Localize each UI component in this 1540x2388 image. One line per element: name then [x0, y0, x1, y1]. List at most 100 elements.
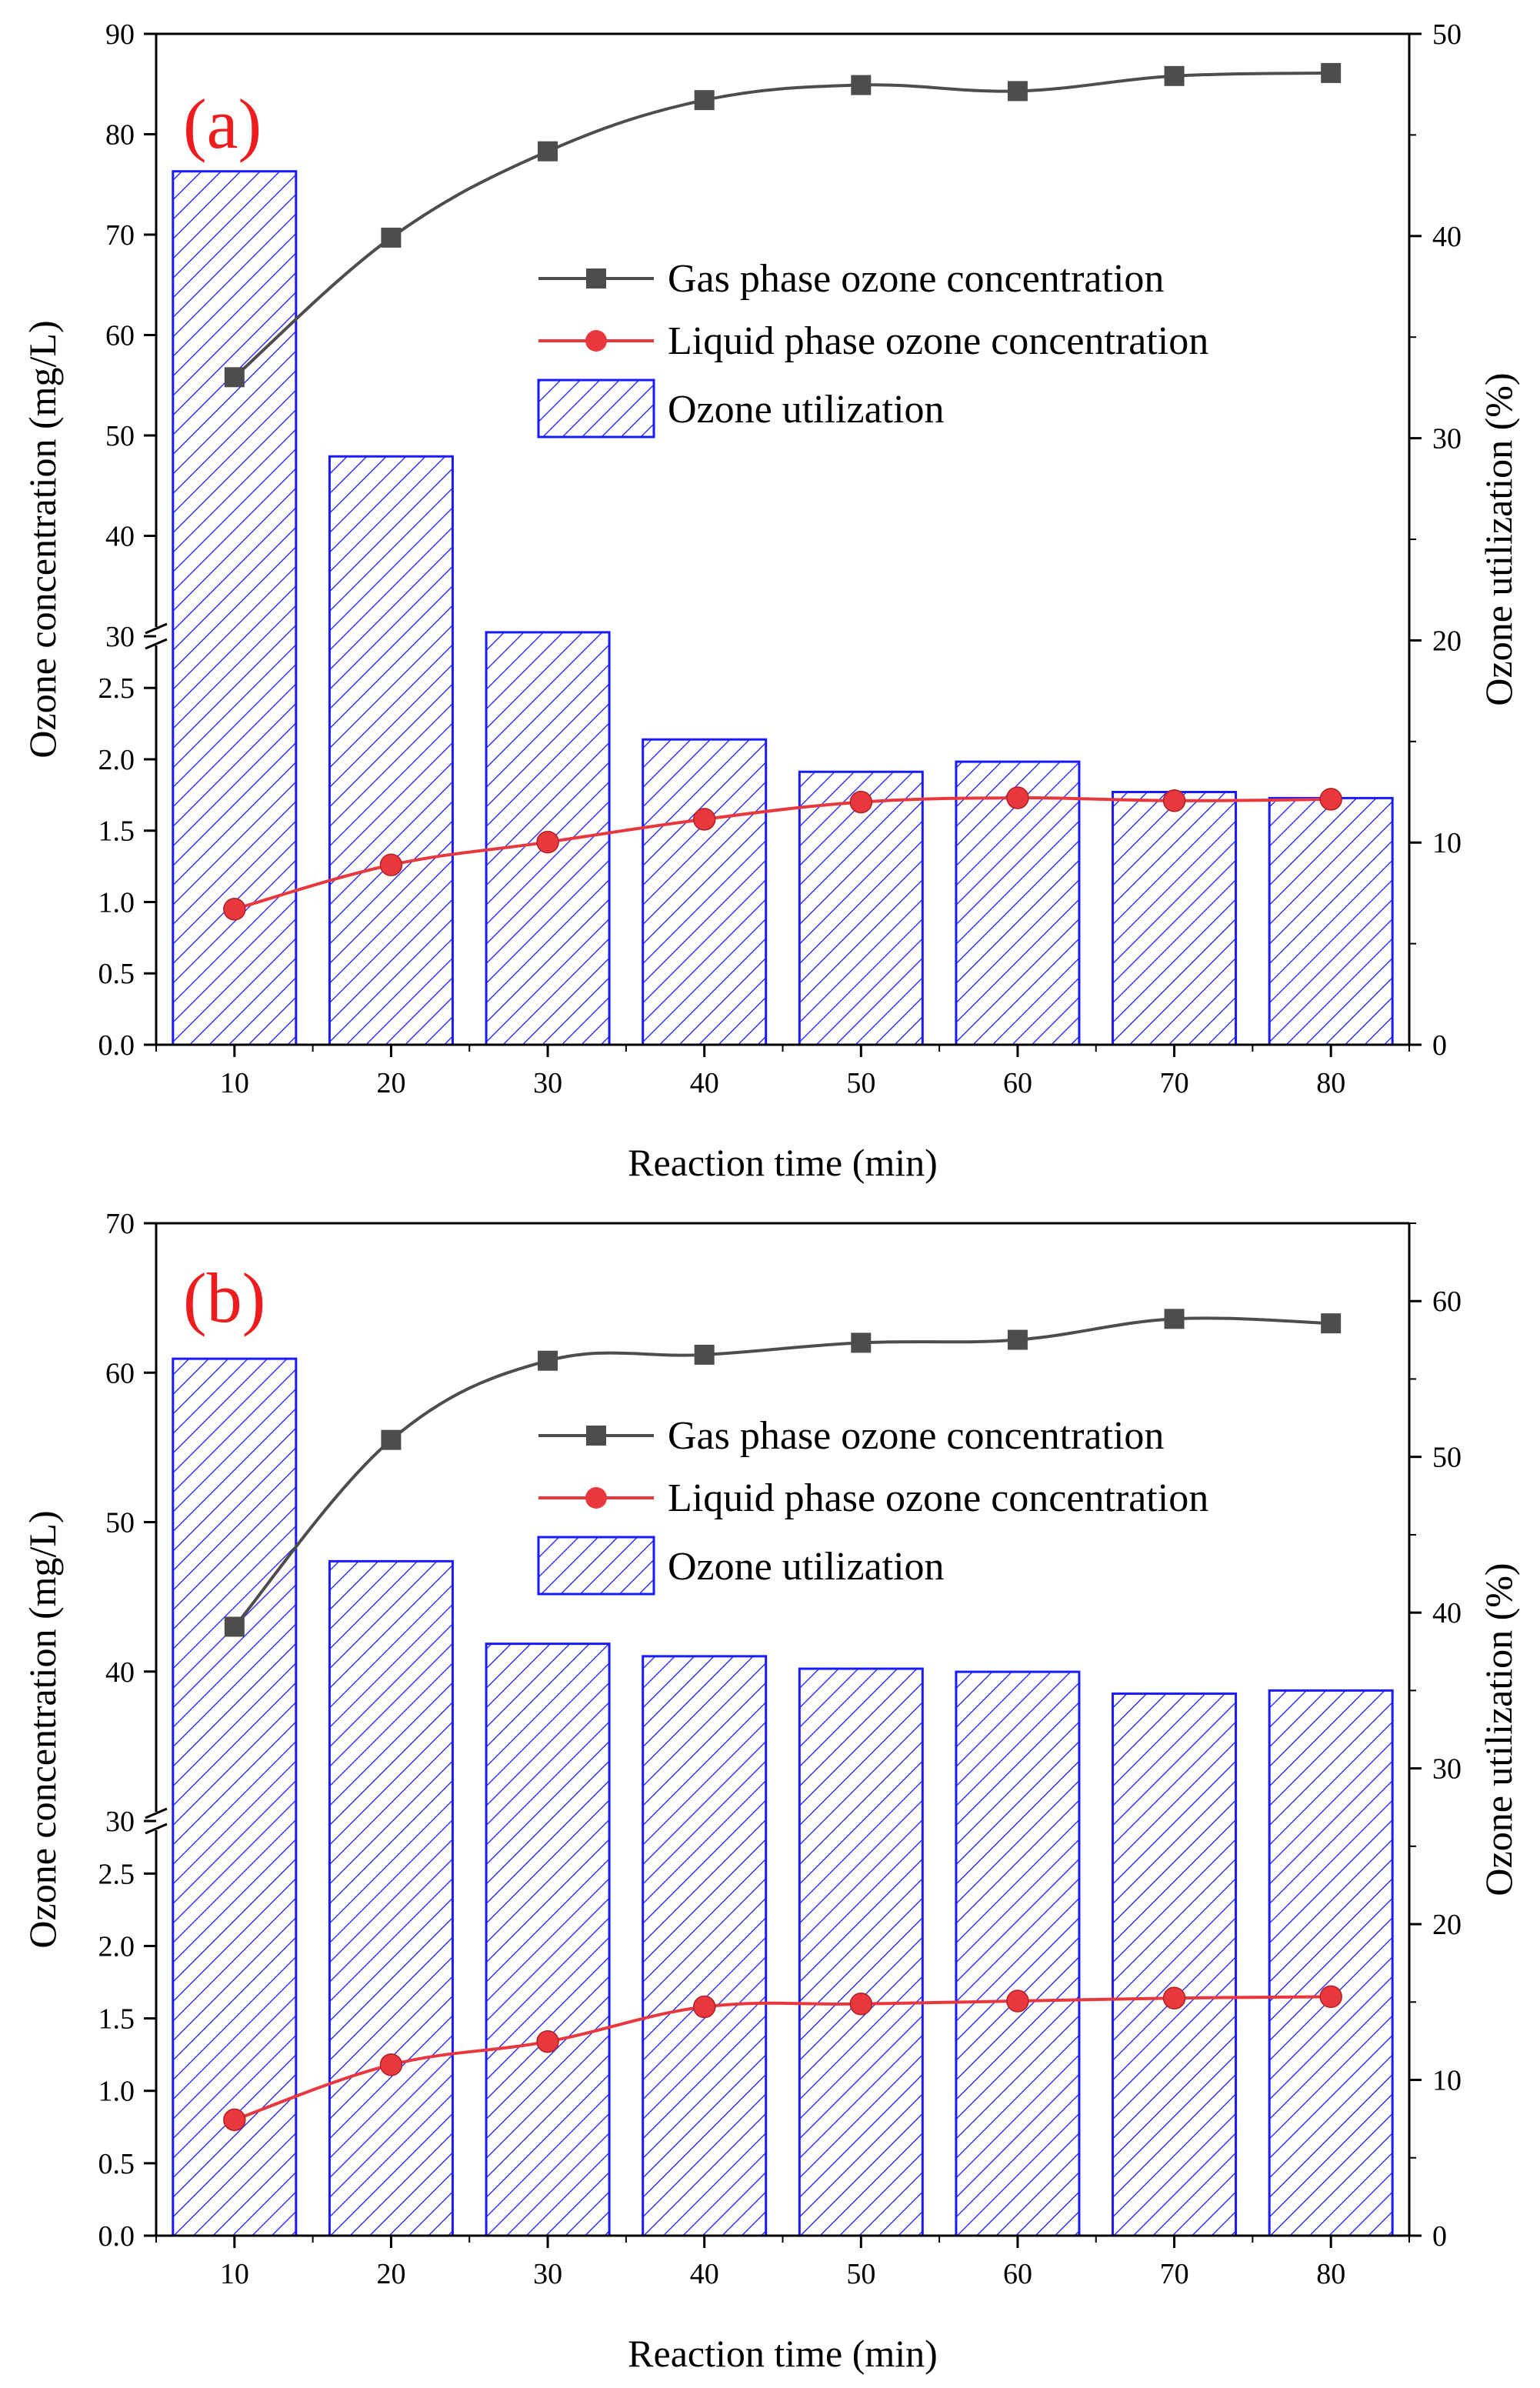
chart-panel-a: 10 20 30 40 50 60 70 80 0.0 0.5 1.0 1.5 2.0 2.5 30 40 50…	[21, 18, 1520, 1184]
liquid-phase-point	[1006, 1989, 1029, 2013]
x-tick-label: 80	[1316, 2258, 1345, 2290]
liquid-phase-point	[1319, 788, 1342, 811]
x-tick-label: 50	[846, 2258, 875, 2290]
legend-liquid-label: Liquid phase ozone concentration	[668, 1476, 1208, 1520]
x-tick-label: 60	[1003, 2258, 1032, 2290]
right-tick-label: 30	[1432, 1753, 1462, 1786]
legend-gas-marker	[586, 1426, 606, 1446]
utilization-bar	[1112, 791, 1238, 1046]
right-axis-title: Ozone utilization (%)	[1477, 1563, 1520, 1896]
legend-gas-label: Gas phase ozone concentration	[668, 1414, 1164, 1458]
x-tick-label: 60	[1003, 1067, 1032, 1099]
left-axis-title: Ozone concentration (mg/L)	[21, 1510, 64, 1948]
utilization-bar	[798, 770, 924, 1046]
right-tick-label: 40	[1432, 221, 1462, 253]
left-lower-tick-label: 0.0	[98, 2220, 135, 2253]
axis-break-mark	[145, 1823, 168, 1835]
gas-phase-point	[1321, 1313, 1342, 1334]
left-upper-tick-label: 70	[105, 1208, 135, 1240]
gas-phase-point	[851, 1332, 872, 1353]
utilization-bar	[955, 1670, 1081, 2237]
x-tick-label: 10	[220, 2258, 249, 2290]
left-axis-title: Ozone concentration (mg/L)	[21, 320, 64, 758]
left-upper-tick-label: 60	[105, 1357, 135, 1389]
gas-phase-point	[381, 227, 402, 248]
gas-phase-point	[1321, 62, 1342, 83]
gas-phase-point	[381, 1429, 402, 1450]
right-tick-label: 40	[1432, 1597, 1462, 1629]
utilization-bar	[172, 1357, 298, 2237]
utilization-bar	[485, 1643, 611, 2237]
x-axis-title: Reaction time (min)	[628, 2332, 938, 2375]
axis-break-mark	[145, 638, 168, 650]
left-lower-tick-label: 0.0	[98, 1029, 135, 1062]
left-upper-tick-label: 90	[105, 18, 135, 51]
left-upper-tick-label: 60	[105, 320, 135, 352]
right-tick-label: 60	[1432, 1286, 1462, 1318]
utilization-bar	[798, 1667, 924, 2237]
legend-gas-marker	[586, 268, 606, 288]
axis-break-mark	[145, 622, 168, 635]
left-lower-tick-label: 2.5	[98, 1858, 135, 1890]
legend-liquid-label: Liquid phase ozone concentration	[668, 319, 1208, 363]
utilization-bar	[1268, 1689, 1394, 2237]
liquid-phase-point	[536, 830, 559, 854]
right-tick-label: 50	[1432, 1442, 1462, 1474]
left-lower-tick-label: 0.5	[98, 2148, 135, 2180]
right-tick-label: 0	[1432, 1029, 1447, 1062]
gas-phase-point	[224, 1616, 245, 1637]
left-upper-tick-label: 80	[105, 119, 135, 152]
right-tick-label: 20	[1432, 625, 1462, 657]
x-tick-label: 70	[1160, 2258, 1189, 2290]
gas-phase-point	[851, 75, 872, 95]
left-lower-tick-label: 0.5	[98, 958, 135, 990]
x-tick-label: 20	[376, 1067, 405, 1099]
panel-label: (b)	[183, 1259, 265, 1337]
legend-liquid-marker	[585, 330, 607, 352]
left-lower-tick-label: 1.5	[98, 2003, 135, 2036]
legend-utilization-swatch	[537, 1536, 655, 1596]
right-tick-label: 30	[1432, 423, 1462, 455]
left-upper-tick-label: 50	[105, 1507, 135, 1539]
liquid-phase-point	[536, 2029, 559, 2053]
left-upper-tick-label: 30	[105, 1806, 135, 1838]
gas-phase-point	[1164, 65, 1185, 86]
right-tick-label: 10	[1432, 2065, 1462, 2097]
x-tick-label: 10	[220, 1067, 249, 1099]
gas-phase-point	[1007, 81, 1028, 102]
left-lower-tick-label: 2.5	[98, 672, 135, 705]
right-tick-label: 50	[1432, 18, 1462, 51]
left-upper-tick-label: 70	[105, 219, 135, 252]
liquid-phase-point	[379, 853, 403, 876]
left-upper-tick-label: 50	[105, 420, 135, 452]
gas-phase-point	[1007, 1329, 1028, 1350]
left-lower-tick-label: 1.0	[98, 2076, 135, 2108]
utilization-bar	[1268, 796, 1394, 1046]
x-axis-title: Reaction time (min)	[628, 1141, 938, 1184]
legend-utilization-label: Ozone utilization	[668, 1545, 945, 1589]
x-tick-label: 40	[690, 2258, 719, 2290]
left-upper-tick-label: 40	[105, 521, 135, 553]
left-upper-tick-label: 40	[105, 1656, 135, 1689]
legend-utilization-swatch	[537, 379, 655, 439]
liquid-phase-point	[1162, 789, 1186, 812]
left-lower-tick-label: 1.5	[98, 815, 135, 848]
panel-label: (a)	[183, 85, 262, 163]
legend-liquid-marker	[585, 1487, 607, 1509]
x-tick-label: 40	[690, 1067, 719, 1099]
liquid-phase-point	[1162, 1986, 1186, 2009]
x-tick-label: 20	[376, 2258, 405, 2290]
liquid-phase-point	[223, 2108, 246, 2132]
x-tick-label: 80	[1316, 1067, 1345, 1099]
left-upper-tick-label: 30	[105, 621, 135, 653]
legend-utilization-label: Ozone utilization	[668, 388, 945, 432]
right-tick-label: 0	[1432, 2220, 1447, 2253]
gas-phase-point	[1164, 1309, 1185, 1329]
liquid-phase-point	[692, 808, 716, 831]
liquid-phase-point	[1006, 786, 1029, 809]
gas-phase-point	[224, 367, 245, 388]
gas-phase-point	[694, 90, 715, 111]
left-lower-tick-label: 1.0	[98, 886, 135, 919]
x-tick-label: 30	[533, 1067, 562, 1099]
x-tick-label: 70	[1160, 1067, 1189, 1099]
